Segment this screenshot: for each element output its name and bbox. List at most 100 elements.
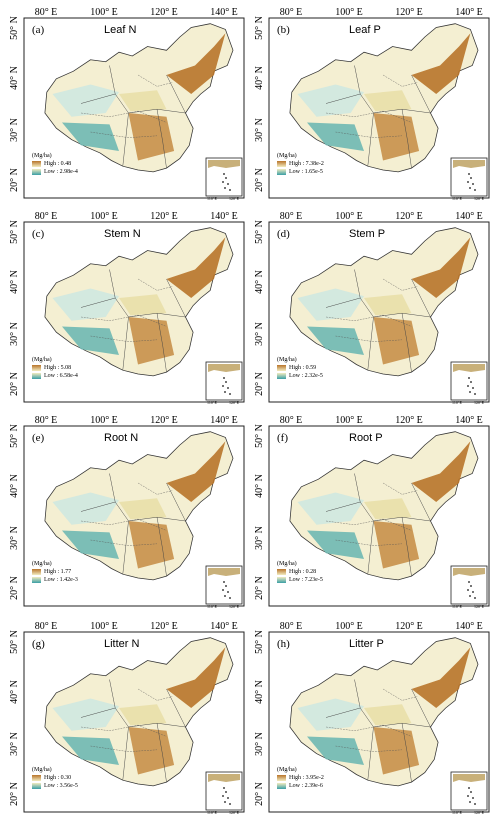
density-patch [411, 237, 471, 298]
legend-low-label: Low : 2.98e-4 [44, 169, 78, 175]
longitude-tick-label: 80° E [280, 621, 303, 632]
legend-unit: (Mg/ha) [277, 767, 297, 773]
legend-color-swatch [277, 775, 286, 781]
river-line [90, 745, 158, 752]
province-border [109, 65, 129, 114]
panel-letter: (e) [32, 432, 45, 444]
river-line [137, 278, 173, 291]
river-line [80, 518, 167, 531]
latitude-tick-label: 40° N [9, 270, 20, 294]
legend-low-row: Low : 2.98e-4 [32, 168, 78, 176]
river-line [382, 482, 418, 495]
longitude-tick-label: 140° E [455, 7, 483, 18]
longitude-tick-label: 140° E [210, 7, 238, 18]
river-line [382, 74, 418, 87]
south-china-sea-inset [205, 771, 243, 811]
province-border [156, 517, 167, 577]
legend: (Mg/ha) High : 0.59 Low : 2.32e-5 [277, 356, 323, 380]
map-panel: 80° E 100° E 120° E 140° E 50° N 40° N 30° N 20… [253, 210, 493, 406]
province-border [411, 688, 431, 728]
legend-low-row: Low : 2.39e-6 [277, 782, 324, 790]
inset-tick-label: 110°E [207, 604, 217, 609]
province-border [401, 109, 412, 169]
legend-unit: (Mg/ha) [277, 153, 297, 159]
latitude-tick-label: 20° N [9, 372, 20, 396]
province-border [367, 316, 374, 371]
density-patch [411, 647, 471, 708]
panel-letter: (f) [277, 432, 288, 444]
south-china-sea-inset [205, 565, 243, 605]
density-patch [307, 122, 364, 151]
south-china-sea-inset [450, 361, 488, 401]
legend: (Mg/ha) High : 1.77 Low : 1.42e-3 [32, 560, 78, 584]
longitude-tick-label: 120° E [150, 621, 178, 632]
province-border [122, 726, 129, 781]
inset-tick-label: 110°E [452, 400, 462, 405]
longitude-tick-label: 140° E [210, 621, 238, 632]
legend-low-label: Low : 1.42e-3 [44, 577, 78, 583]
legend-high-row: High : 0.30 [32, 774, 78, 782]
province-border [122, 520, 129, 575]
density-patch [166, 237, 226, 298]
river-line [90, 539, 158, 546]
panel-letter: (a) [32, 24, 45, 36]
province-border [354, 679, 374, 728]
river-line [137, 688, 173, 701]
legend: (Mg/ha) High : 3.95e-2 Low : 2.39e-6 [277, 766, 324, 790]
latitude-tick-label: 20° N [254, 576, 265, 600]
river-line [90, 131, 158, 138]
inset-tick-label: 120°E [229, 400, 240, 405]
density-patch [373, 727, 420, 775]
legend-high-row: High : 0.59 [277, 364, 323, 372]
legend-low-row: Low : 6.58e-4 [32, 372, 78, 380]
latitude-tick-label: 30° N [254, 322, 265, 346]
density-patch [297, 698, 364, 731]
china-map: 80° E 100° E 120° E 140° E 50° N 40° N 30° N 20… [254, 7, 490, 201]
legend-low-row: Low : 3.56e-5 [32, 782, 78, 790]
river-line [137, 74, 173, 87]
inset-tick-label: 120°E [474, 810, 485, 815]
latitude-tick-label: 20° N [9, 576, 20, 600]
longitude-tick-label: 120° E [395, 7, 423, 18]
latitude-tick-label: 20° N [254, 168, 265, 192]
legend-low-row: Low : 7.23e-5 [277, 576, 323, 584]
legend: (Mg/ha) High : 0.30 Low : 3.56e-5 [32, 766, 78, 790]
legend-low-row: Low : 2.32e-5 [277, 372, 323, 380]
legend-color-swatch [32, 577, 41, 583]
map-panel: 80° E 100° E 120° E 140° E 50° N 40° N 30° N 20… [253, 6, 493, 202]
inset-tick-label: 120°E [474, 604, 485, 609]
legend-color-swatch [32, 169, 41, 175]
density-patch [119, 704, 167, 726]
latitude-tick-label: 40° N [9, 66, 20, 90]
latitude-tick-label: 20° N [9, 168, 20, 192]
river-line [80, 314, 167, 327]
legend-high-label: High : 5.08 [44, 365, 72, 371]
panel-title: Litter N [104, 638, 140, 650]
density-patch [166, 647, 226, 708]
legend-high-label: High : 7.38e-2 [289, 161, 324, 167]
inset-tick-label: 120°E [229, 196, 240, 201]
density-patch [373, 521, 420, 569]
density-patch [411, 441, 471, 502]
province-border [122, 316, 129, 371]
longitude-tick-label: 100° E [335, 621, 363, 632]
latitude-tick-label: 30° N [254, 732, 265, 756]
province-border [166, 688, 186, 728]
latitude-tick-label: 20° N [254, 782, 265, 806]
longitude-tick-label: 100° E [90, 621, 118, 632]
inset-tick-label: 110°E [207, 400, 217, 405]
legend-unit: (Mg/ha) [277, 357, 297, 363]
province-border [367, 112, 374, 167]
inset-tick-label: 120°E [474, 400, 485, 405]
province-border [411, 278, 431, 318]
density-patch [62, 530, 120, 559]
longitude-tick-label: 80° E [280, 211, 303, 222]
legend-low-label: Low : 3.56e-5 [44, 783, 78, 789]
inset-tick-label: 120°E [229, 810, 240, 815]
latitude-tick-label: 50° N [254, 16, 265, 40]
inset-tick-label: 120°E [229, 604, 240, 609]
legend-color-swatch [277, 569, 286, 575]
south-china-sea-inset [450, 771, 488, 811]
latitude-tick-label: 30° N [9, 322, 20, 346]
china-map: 80° E 100° E 120° E 140° E 50° N 40° N 30° N 20… [254, 211, 490, 405]
